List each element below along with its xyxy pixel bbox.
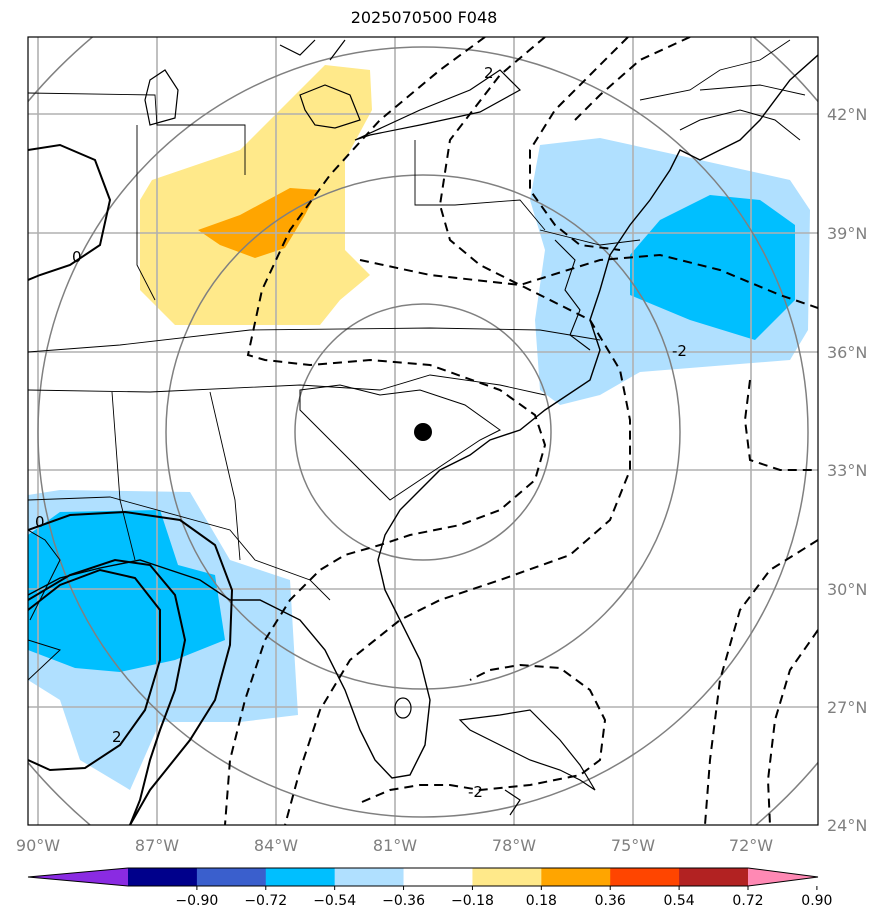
contour-label-two-top: 2 xyxy=(484,64,494,82)
colorbar-segment xyxy=(128,868,198,886)
colorbar-segment xyxy=(334,868,405,886)
latitude-labels: 42°N 39°N 36°N 33°N 30°N 27°N 24°N xyxy=(827,105,867,835)
colorbar-segment xyxy=(403,868,473,886)
coastlines-and-borders xyxy=(28,39,818,816)
contour-dashed-1 xyxy=(224,37,547,825)
colorbar-segment xyxy=(610,868,680,886)
contour-dashed-3 xyxy=(529,37,629,251)
contour-solid-west-3 xyxy=(28,558,187,825)
colorbar-tick-label: −0.54 xyxy=(313,893,356,909)
colorbar-segment xyxy=(679,868,749,886)
pressure-contours xyxy=(28,37,818,825)
lon-label: 75°W xyxy=(611,836,655,855)
colorbar-tick-label: 0.36 xyxy=(595,893,626,909)
colorbar: −0.90 −0.72 −0.54 −0.36 −0.18 0.18 0.36 0.54 0.7… xyxy=(27,867,832,909)
lat-label: 27°N xyxy=(827,698,867,717)
lat-label: 24°N xyxy=(827,816,867,835)
colorbar-tick-label: 0.72 xyxy=(732,893,763,909)
colorbar-segment xyxy=(541,868,611,886)
lon-label: 72°W xyxy=(729,836,773,855)
contour-dashed-2 xyxy=(284,37,631,825)
lon-label: 78°W xyxy=(492,836,536,855)
positive-anomaly-area-light xyxy=(140,65,372,325)
contour-dashed-9 xyxy=(361,663,607,803)
colorbar-tick-label: 0.18 xyxy=(526,893,557,909)
colorbar-outline xyxy=(27,867,819,887)
positive-anomaly-area-core xyxy=(198,188,318,258)
lat-label: 33°N xyxy=(827,461,867,480)
map-title: 2025070500 F048 xyxy=(350,8,498,27)
negative-anomaly-core-southwest xyxy=(28,510,225,672)
colorbar-extend-high xyxy=(748,868,818,886)
lon-label: 87°W xyxy=(135,836,179,855)
colorbar-extend-low xyxy=(28,868,128,886)
colorbar-segment xyxy=(472,868,542,886)
contour-dashed-4 xyxy=(574,37,691,121)
colorbar-tick-label: 0.90 xyxy=(801,893,832,909)
colorbar-tick-label: 0.54 xyxy=(664,893,695,909)
center-marker-dot xyxy=(414,423,432,441)
contour-dashed-7 xyxy=(704,539,818,825)
contour-label-zero-lower: 0 xyxy=(35,513,45,531)
lat-label: 30°N xyxy=(827,580,867,599)
colorbar-tick-label: −0.18 xyxy=(451,893,494,909)
contour-solid-west-4 xyxy=(28,568,161,772)
longitude-labels: 90°W 87°W 84°W 81°W 78°W 75°W 72°W xyxy=(16,836,773,855)
colorbar-tick-label: −0.36 xyxy=(382,893,425,909)
contour-label-neg-two-bottom: -2 xyxy=(468,783,483,801)
lat-label: 42°N xyxy=(827,105,867,124)
contour-dashed-8 xyxy=(766,629,818,825)
colorbar-segment xyxy=(265,868,336,886)
lat-label: 39°N xyxy=(827,224,867,243)
contour-dashed-5 xyxy=(359,253,818,309)
lon-label: 81°W xyxy=(373,836,417,855)
contour-label-zero-upper: 0 xyxy=(72,248,82,266)
contour-label-neg-two-right: -2 xyxy=(672,342,687,360)
colorbar-segment xyxy=(196,868,267,886)
colorbar-tick-label: −0.72 xyxy=(244,893,287,909)
lon-label: 84°W xyxy=(254,836,298,855)
colorbar-tick-label: −0.90 xyxy=(175,893,218,909)
graticule xyxy=(28,37,818,825)
map-frame xyxy=(27,36,819,826)
contour-solid-west-2 xyxy=(28,510,234,825)
lat-label: 36°N xyxy=(827,343,867,362)
contour-label-two-left: 2 xyxy=(112,728,122,746)
lon-label: 90°W xyxy=(16,836,60,855)
contour-solid-west-1 xyxy=(28,143,112,281)
contour-dashed-6 xyxy=(743,379,818,471)
